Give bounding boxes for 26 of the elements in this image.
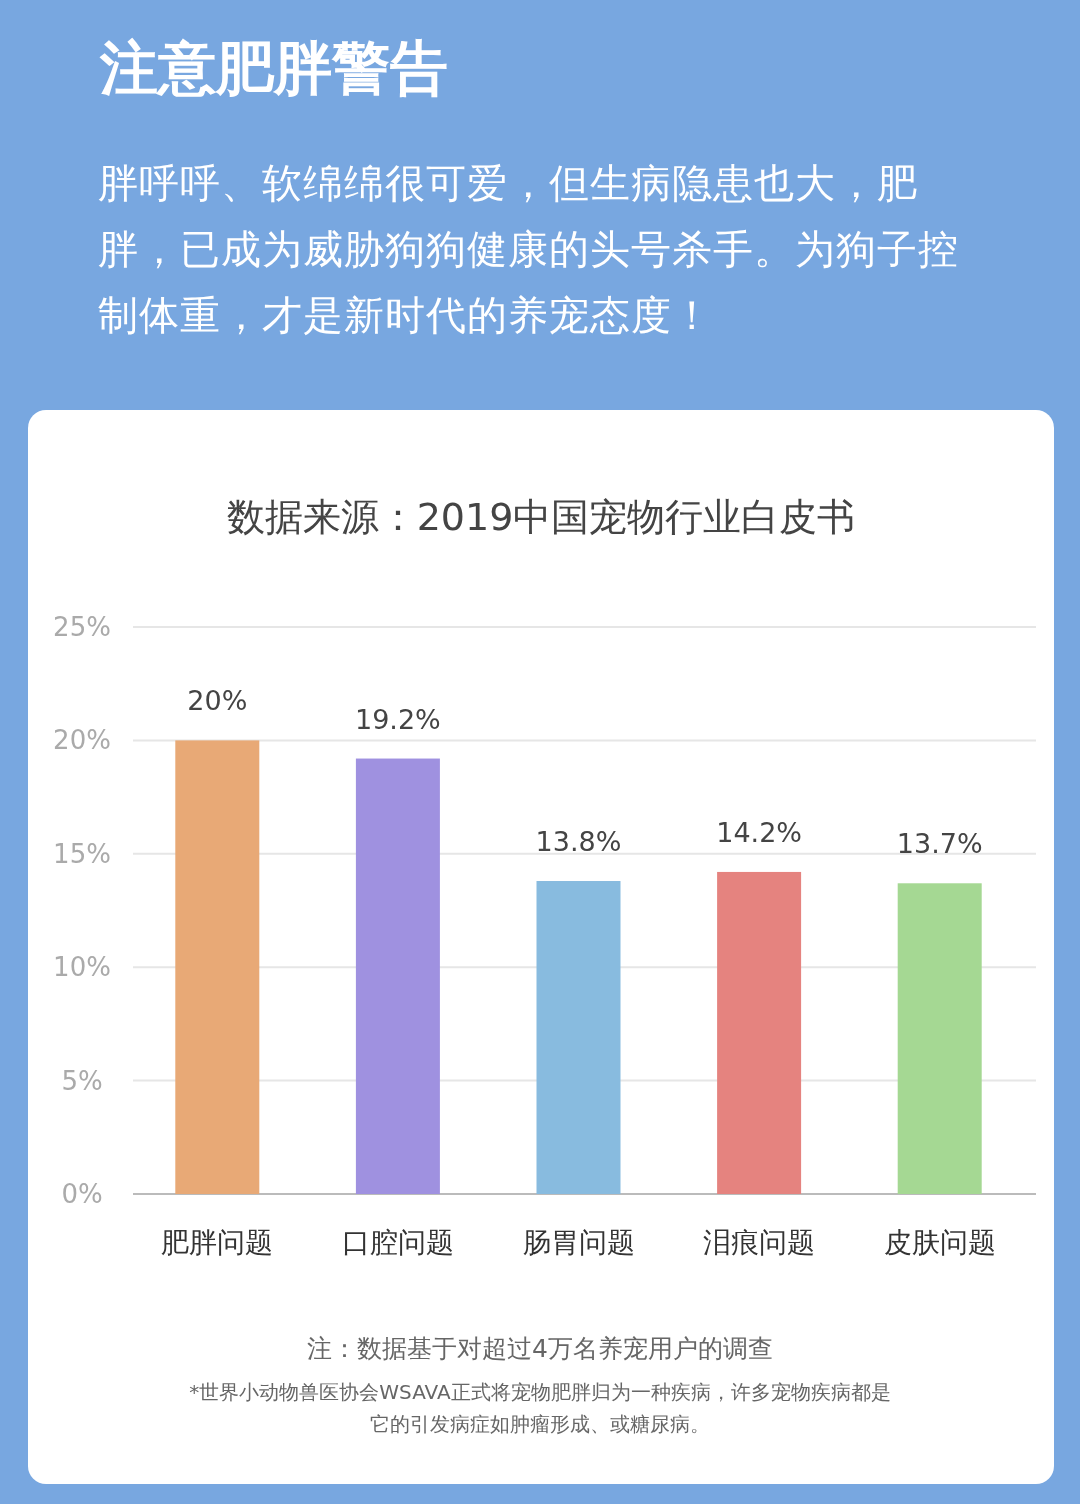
x-tick-label: 泪痕问题: [703, 1226, 816, 1259]
y-tick-label: 15%: [53, 838, 111, 869]
y-tick-label: 25%: [53, 612, 111, 642]
x-tick-label: 口腔问题: [341, 1226, 454, 1259]
chart-title: 注意肥胖警告: [100, 33, 448, 104]
bar: [897, 883, 982, 1194]
y-tick-label: 20%: [53, 725, 111, 756]
data-label: 13.7%: [896, 828, 983, 860]
x-tick-label: 肠胃问题: [522, 1226, 635, 1259]
text: *世界小动物兽医协会WSAVA正式将宠物肥胖归为一种疾病，许多宠物疾病都是它的引发病症如肿瘤形成、或糖尿病。: [188, 1379, 892, 1438]
x-tick-label: 肥胖问题: [161, 1226, 274, 1259]
data-label: 20%: [187, 685, 248, 717]
data-label: 19.2%: [355, 703, 441, 735]
data-label: 13.8%: [535, 826, 622, 858]
text: 注：数据基于对超过4万名养宠用户的调查: [306, 1333, 774, 1365]
y-tick-label: 5%: [61, 1065, 103, 1096]
y-tick-label: 0%: [61, 1179, 103, 1209]
y-tick-label: 10%: [53, 952, 111, 983]
x-tick-label: 皮肤问题: [883, 1226, 996, 1259]
bar: [536, 881, 621, 1194]
bar: [355, 758, 440, 1194]
chart-subtitle: 胖呼呼、软绵绵很可爱，但生病隐患也大，肥胖，已成为威胁狗狗健康的头号杀手。为狗子控制体重，才是新时代的养宠态度！: [98, 159, 960, 340]
data-label: 14.2%: [716, 816, 802, 848]
bar: [175, 740, 260, 1194]
source-note: 数据来源：2019中国宠物行业白皮书: [226, 495, 856, 539]
bar: [717, 871, 802, 1194]
